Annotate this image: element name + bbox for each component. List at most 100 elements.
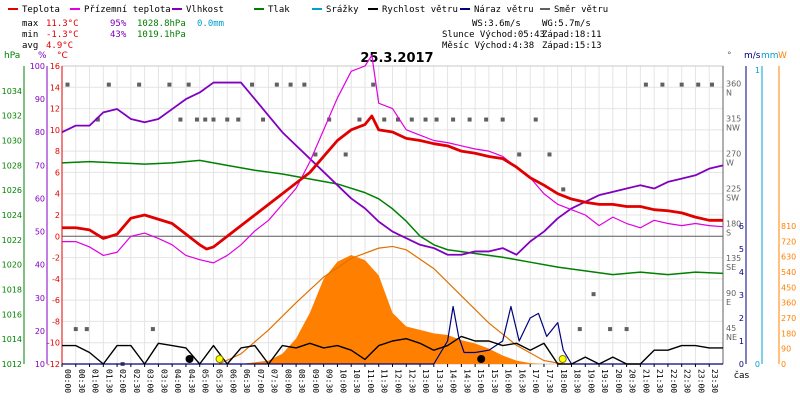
temperature-tick-label: 12	[50, 105, 60, 114]
temperature-tick-label: 2	[55, 211, 60, 220]
wind-direction-point	[73, 327, 78, 332]
wind-direction-point	[194, 117, 199, 122]
stat-max-label: max	[22, 19, 39, 29]
x-tick-label: 19:00	[586, 369, 595, 393]
wind-direction-point	[250, 82, 255, 87]
legend-label-7: Směr větru	[554, 5, 608, 15]
x-tick-label: 22:00	[669, 369, 678, 393]
wind-direction-point	[203, 117, 208, 122]
x-tick-label: 11:00	[366, 369, 375, 393]
pressure-tick-label: 1030	[2, 137, 22, 146]
x-tick-label: 06:00	[228, 369, 237, 393]
wind-direction-point	[225, 117, 230, 122]
unit-time: čas	[734, 370, 749, 381]
stat-min-temp: -1.3°C	[46, 30, 79, 40]
x-tick-label: 08:00	[283, 369, 292, 393]
x-tick-label: 16:30	[517, 369, 526, 393]
direction-tick-label: 360	[726, 80, 741, 89]
pressure-tick-label: 1034	[2, 87, 22, 96]
x-tick-label: 20:30	[628, 369, 637, 393]
wind-tick-label: 0	[739, 360, 744, 369]
humidity-tick-label: 20	[35, 327, 45, 336]
wind-direction-point	[451, 117, 456, 122]
sunrise-marker	[215, 355, 224, 363]
temperature-tick-label: 14	[50, 83, 60, 92]
astro-block: WS:3.6m/s WG:5.7m/s Slunce Východ:05:43 …	[442, 19, 602, 51]
x-tick-label: 16:00	[504, 369, 513, 393]
x-tick-label: 02:00	[118, 369, 127, 393]
x-tick-label: 13:00	[421, 369, 430, 393]
humidity-tick-label: 100	[30, 62, 45, 71]
humidity-tick-label: 50	[35, 228, 45, 237]
x-tick-label: 09:30	[325, 369, 334, 393]
pressure-tick-label: 1012	[2, 360, 22, 369]
wind-direction-point	[261, 117, 266, 122]
temperature-tick-label: -4	[52, 275, 60, 284]
x-tick-label: 05:00	[201, 369, 210, 393]
wind-direction-point	[533, 117, 538, 122]
wind-direction-point	[409, 117, 414, 122]
x-tick-label: 11:30	[380, 369, 389, 393]
humidity-tick-label: 80	[35, 128, 45, 137]
solar-theoretical-line	[218, 245, 564, 365]
wind-tick-label: 1	[739, 337, 744, 346]
temperature-tick-label: 8	[55, 147, 60, 156]
stat-max-pressure: 1028.8hPa	[137, 19, 186, 29]
solar-radiation-area	[227, 254, 558, 364]
wind-direction-point	[137, 82, 142, 87]
wind-direction-point	[547, 152, 552, 157]
pressure-tick-label: 1032	[2, 112, 22, 121]
temperature-tick-label: -6	[52, 296, 60, 305]
wind-direction-point	[591, 292, 596, 297]
legend-label-0: Teplota	[22, 5, 60, 15]
wind-direction-point	[643, 82, 648, 87]
x-tick-label: 18:00	[559, 369, 568, 393]
wind-direction-point	[357, 117, 362, 122]
wind-direction-point	[343, 152, 348, 157]
x-tick-label: 23:30	[710, 369, 719, 393]
legend-label-2: Vlhkost	[186, 5, 224, 15]
solar-tick-label: 720	[781, 237, 796, 246]
direction-tick-label: SE	[726, 263, 736, 272]
solar-tick-label: 540	[781, 268, 796, 277]
x-tick-label: 13:30	[435, 369, 444, 393]
unit-hpa: hPa	[4, 51, 20, 61]
wind-direction-point	[178, 117, 183, 122]
x-tick-label: 15:00	[476, 369, 485, 393]
x-tick-label: 05:30	[214, 369, 223, 393]
unit-w: W	[778, 51, 787, 61]
legend-label-4: Srážky	[326, 5, 359, 15]
stat-min-pressure: 1019.1hPa	[137, 30, 186, 40]
x-tick-label: 07:30	[270, 369, 279, 393]
wind-tick-label: 4	[739, 268, 744, 277]
direction-tick-label: 90	[726, 289, 736, 298]
wind-direction-point	[696, 82, 701, 87]
wind-direction-point	[186, 82, 191, 87]
solar-tick-label: 90	[781, 345, 791, 354]
solar-tick-label: 630	[781, 253, 796, 262]
temperature-tick-label: 10	[50, 126, 60, 135]
unit-percent: %	[38, 51, 47, 61]
stat-max-temp: 11.3°C	[46, 19, 79, 29]
unit-degree: °	[727, 51, 732, 61]
wind-direction-point	[211, 117, 216, 122]
x-tick-label: 03:30	[159, 369, 168, 393]
wind-tick-label: 6	[739, 222, 744, 231]
moonrise-marker	[185, 355, 194, 363]
x-tick-label: 01:00	[91, 369, 100, 393]
sunset-marker	[558, 355, 567, 363]
direction-tick-label: S	[726, 228, 731, 237]
pressure-tick-label: 1022	[2, 236, 22, 245]
x-tick-label: 17:30	[545, 369, 554, 393]
wind-tick-label: 3	[739, 291, 744, 300]
wind-direction-point	[327, 117, 332, 122]
solar-tick-label: 270	[781, 314, 796, 323]
x-tick-label: 04:30	[187, 369, 196, 393]
wind-direction-point	[484, 117, 489, 122]
temperature-tick-label: 0	[55, 232, 60, 241]
x-tick-label: 21:30	[655, 369, 664, 393]
wind-direction-point	[84, 327, 89, 332]
legend-label-6: Náraz větru	[474, 5, 534, 15]
wind-direction-point	[65, 82, 70, 87]
